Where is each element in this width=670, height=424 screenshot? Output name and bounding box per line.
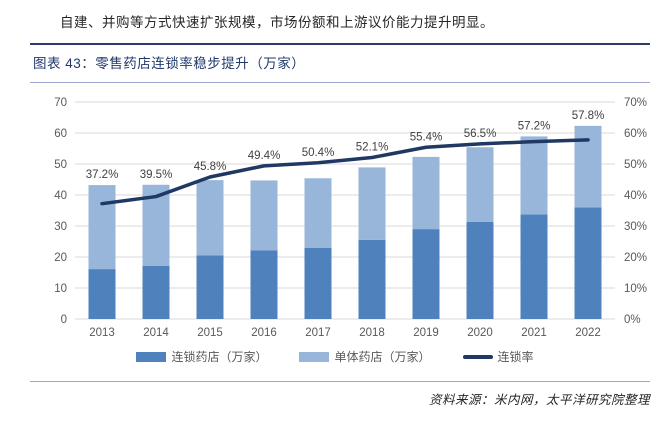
left-axis-tick: 40 [54,190,67,202]
right-axis-tick: 50% [624,159,647,171]
x-axis-label-2013: 2013 [89,327,115,339]
bar-single-2017 [304,177,332,248]
rate-label-2021: 57.2% [518,120,551,132]
bar-chain-2015 [196,255,224,319]
rate-label-2019: 55.4% [410,131,443,143]
bar-chain-2017 [304,247,332,319]
left-axis-tick: 0 [61,314,67,326]
bar-single-2013 [88,184,116,269]
left-axis-tick: 60 [54,128,67,140]
source-text: 资料来源：米内网，太平洋研究院整理 [428,392,650,407]
summary-note: 自建、并购等方式快速扩张规模，市场份额和上游议价能力提升明显。 [60,15,494,30]
bar-single-2021 [520,135,548,215]
rate-line [100,137,590,205]
left-axis-tick: 70 [54,97,67,109]
rate-label-2013: 37.2% [86,169,119,181]
bar-chain-2018 [358,239,386,319]
legend-item-single: 单体药店（万家） [299,348,431,365]
x-axis-label-2022: 2022 [575,327,601,339]
rate-label-2022: 57.8% [572,109,605,121]
bar-single-2020 [466,146,494,222]
right-axis-tick: 30% [624,221,647,233]
rate-line-swatch-icon [462,354,493,359]
x-axis-label-2019: 2019 [413,327,439,339]
bar-single-2018 [358,166,386,240]
bar-chain-2022 [574,206,602,319]
x-axis-label-2018: 2018 [359,327,385,339]
bar-chain-2013 [88,268,116,319]
x-axis-label-2017: 2017 [305,327,331,339]
legend-label-single: 单体药店（万家） [334,350,431,365]
left-axis-tick: 20 [54,252,67,264]
bar-single-2019 [412,156,440,229]
left-axis-tick: 10 [54,283,67,295]
bar-chain-2016 [250,250,278,319]
x-axis-label-2020: 2020 [467,327,493,339]
figure-header: 图表 43：零售药店连锁率稳步提升（万家） [30,42,650,83]
x-axis-label-2014: 2014 [143,327,169,339]
chain-bar-swatch-icon [136,351,167,362]
x-axis-label-2021: 2021 [521,327,547,339]
right-axis-tick: 60% [624,128,647,140]
bar-single-2016 [250,179,278,251]
right-axis-tick: 40% [624,190,647,202]
bar-chain-2019 [412,228,440,319]
rate-label-2014: 39.5% [140,168,173,180]
rate-label-2015: 45.8% [194,161,227,173]
chart-legend: 连锁药店（万家） 单体药店（万家） 连锁率 [0,347,670,367]
chart-area: 0 0% 10 10% 20 20% 30 30% 40 40% 50 50% 60 60% 70 70% 37… [0,83,670,367]
rate-label-2020: 56.5% [464,127,497,139]
single-bar-swatch-icon [299,351,330,362]
left-axis-tick: 30 [54,221,67,233]
x-axis-label-2015: 2015 [197,327,223,339]
legend-label-rate: 连锁率 [497,350,534,365]
legend-item-chain: 连锁药店（万家） [136,348,267,365]
bar-single-2015 [196,179,224,256]
bar-chain-2020 [466,221,494,319]
left-axis-tick: 50 [54,159,67,171]
right-axis-tick: 10% [624,283,647,295]
right-axis-tick: 20% [624,252,647,264]
x-axis-label-2016: 2016 [251,327,277,339]
rate-label-2018: 52.1% [356,141,389,153]
bar-chain-2021 [520,214,548,319]
legend-item-rate: 连锁率 [462,348,534,365]
rate-label-2017: 50.4% [302,146,335,158]
legend-label-chain: 连锁药店（万家） [171,350,268,365]
combo-chart: 0 0% 10 10% 20 20% 30 30% 40 40% 50 50% 60 60% 70 70% 37… [54,97,647,339]
figure-title: 图表 43：零售药店连锁率稳步提升（万家） [33,55,306,71]
right-axis-tick: 70% [624,97,647,109]
rate-label-2016: 49.4% [248,149,281,161]
figure-block: 图表 43：零售药店连锁率稳步提升（万家） 0 0% 10 10% 20 20% 30 30%… [30,42,650,409]
source-row: 资料来源：米内网，太平洋研究院整理 [30,380,650,409]
right-axis-tick: 0% [624,314,641,326]
bar-chain-2014 [142,265,170,319]
